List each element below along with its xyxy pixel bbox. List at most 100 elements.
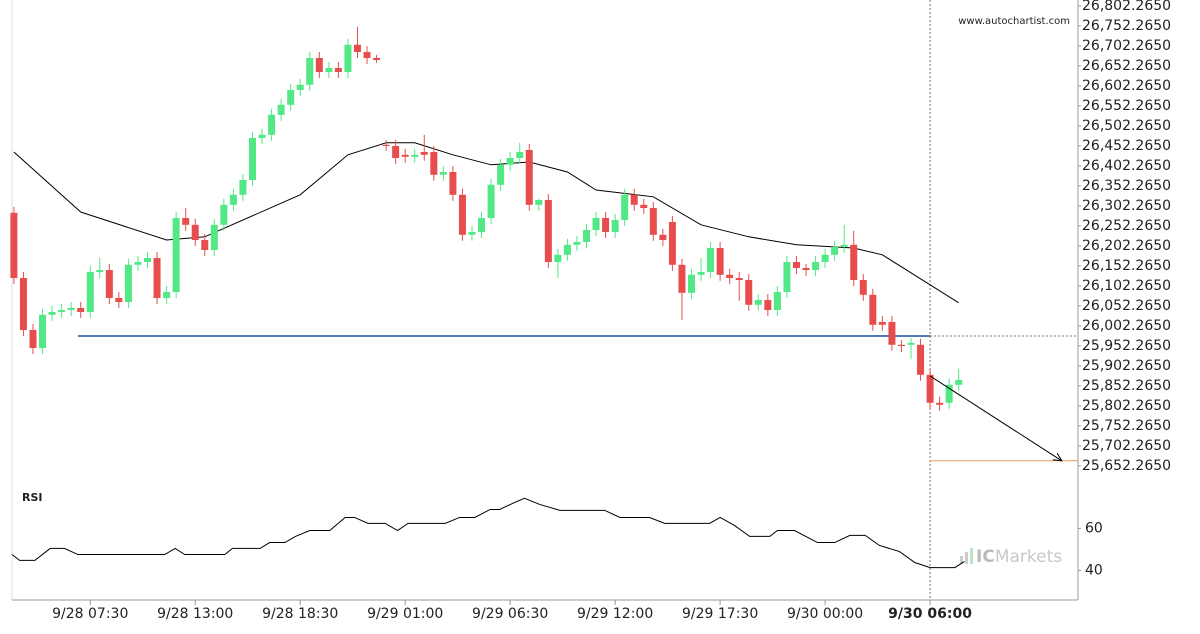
candle-body	[287, 90, 295, 105]
candle-body	[96, 270, 104, 272]
candle-body	[945, 384, 953, 403]
logo-part: Markets	[995, 547, 1062, 567]
candle-body	[67, 308, 75, 310]
y-tick-label: 26,102.2650	[1082, 278, 1171, 294]
candle-body	[554, 254, 562, 262]
logo: ICMarkets	[976, 547, 1062, 567]
candle-body	[458, 194, 466, 235]
candle-body	[363, 52, 371, 58]
candle-body	[144, 258, 152, 262]
y-tick-label: 40	[1085, 563, 1103, 579]
candle-body	[735, 278, 743, 280]
y-tick-label: 25,852.2650	[1082, 378, 1171, 394]
x-tick-label: 9/30 06:00	[888, 606, 972, 622]
y-tick-label: 26,202.2650	[1082, 238, 1171, 254]
candle-body	[39, 314, 47, 348]
candle-body	[497, 164, 505, 185]
candle-body	[869, 294, 877, 325]
candle-body	[48, 312, 56, 315]
y-tick-label: 25,702.2650	[1082, 438, 1171, 454]
candle-body	[248, 138, 256, 180]
candle-body	[535, 200, 543, 205]
candle-body	[792, 262, 800, 268]
candle-body	[716, 248, 724, 275]
candle-body	[334, 68, 342, 72]
x-tick-label: 9/29 06:30	[472, 606, 548, 622]
candle-body	[649, 208, 657, 235]
candle-body	[897, 344, 905, 346]
y-tick-label: 26,652.2650	[1082, 58, 1171, 74]
watermark: www.autochartist.com	[958, 16, 1070, 27]
candle-body	[210, 224, 218, 250]
candle-body	[525, 150, 533, 205]
candle-body	[831, 246, 839, 255]
logo-icon	[960, 548, 973, 564]
candle-body	[191, 224, 199, 240]
candle-body	[229, 194, 237, 205]
y-tick-label: 25,652.2650	[1082, 458, 1171, 474]
candle-body	[544, 200, 552, 262]
y-tick-label: 26,002.2650	[1082, 318, 1171, 334]
x-tick-label: 9/29 01:00	[367, 606, 443, 622]
y-tick-label: 25,952.2650	[1082, 338, 1171, 354]
candle-body	[373, 58, 381, 60]
candle-body	[10, 212, 18, 278]
candle-body	[926, 374, 934, 403]
candle-body	[201, 240, 209, 250]
candle-body	[449, 172, 457, 195]
candle-body	[707, 248, 715, 272]
candle-body	[621, 194, 629, 220]
candle-body	[29, 330, 37, 348]
candle-body	[812, 262, 820, 270]
y-tick-label: 26,302.2650	[1082, 198, 1171, 214]
candle-body	[850, 244, 858, 280]
candle-body	[917, 344, 925, 375]
rsi-line	[11, 497, 965, 569]
arrow-head	[1052, 452, 1063, 462]
candle-body	[630, 194, 638, 205]
candle-body	[411, 154, 419, 157]
candle-body	[19, 278, 27, 330]
candle-body	[783, 262, 791, 292]
candle-body	[936, 402, 944, 405]
x-tick-label: 9/29 12:00	[577, 606, 653, 622]
y-tick-label: 26,152.2650	[1082, 258, 1171, 274]
y-tick-label: 25,902.2650	[1082, 358, 1171, 374]
candle-body	[506, 158, 514, 165]
candle-body	[353, 44, 361, 52]
candle-body	[773, 292, 781, 310]
candle-body	[602, 218, 610, 232]
candle-body	[296, 84, 304, 90]
candle-body	[592, 218, 600, 230]
rsi-title: RSI	[22, 491, 43, 504]
candle-body	[115, 298, 123, 302]
candle-body	[516, 152, 524, 158]
candle-body	[268, 114, 276, 135]
candle-body	[878, 322, 886, 325]
candle-body	[687, 274, 695, 293]
candle-body	[163, 292, 171, 298]
candle-body	[124, 264, 132, 302]
candle-body	[821, 254, 829, 262]
y-tick-label: 60	[1085, 520, 1103, 536]
candle-body	[697, 272, 705, 275]
y-tick-label: 26,402.2650	[1082, 158, 1171, 174]
y-tick-label: 26,352.2650	[1082, 178, 1171, 194]
candle-body	[58, 310, 66, 312]
candle-body	[344, 44, 352, 72]
candle-body	[726, 274, 734, 278]
candle-body	[277, 104, 285, 115]
candle-body	[678, 264, 686, 293]
candle-body	[401, 154, 409, 157]
candle-body	[745, 280, 753, 305]
candle-body	[325, 68, 333, 72]
y-tick-label: 26,602.2650	[1082, 78, 1171, 94]
logo-bar	[960, 556, 963, 564]
y-tick-label: 25,802.2650	[1082, 398, 1171, 414]
candle-body	[888, 322, 896, 345]
candle-body	[583, 230, 591, 242]
candle-body	[86, 272, 94, 312]
candle-body	[563, 244, 571, 255]
candle-body	[478, 218, 486, 232]
candle-body	[573, 242, 581, 245]
